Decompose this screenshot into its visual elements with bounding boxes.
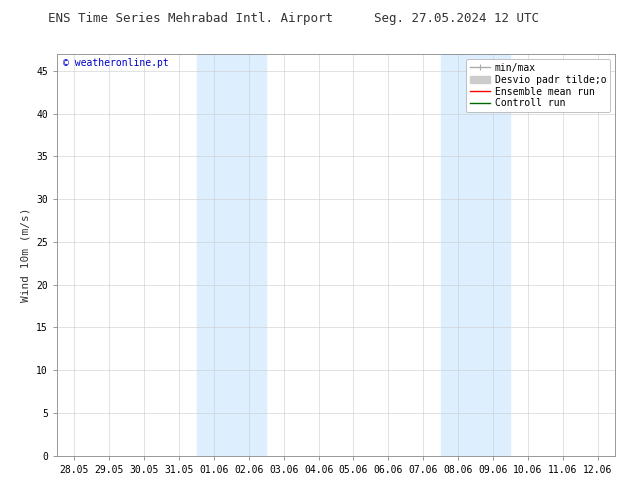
Bar bbox=[197, 54, 266, 456]
Text: © weatheronline.pt: © weatheronline.pt bbox=[63, 58, 169, 68]
Legend: min/max, Desvio padr tilde;o, Ensemble mean run, Controll run: min/max, Desvio padr tilde;o, Ensemble m… bbox=[467, 59, 610, 112]
Y-axis label: Wind 10m (m/s): Wind 10m (m/s) bbox=[21, 208, 30, 302]
Text: Seg. 27.05.2024 12 UTC: Seg. 27.05.2024 12 UTC bbox=[374, 12, 539, 25]
Bar bbox=[441, 54, 510, 456]
Text: ENS Time Series Mehrabad Intl. Airport: ENS Time Series Mehrabad Intl. Airport bbox=[48, 12, 333, 25]
